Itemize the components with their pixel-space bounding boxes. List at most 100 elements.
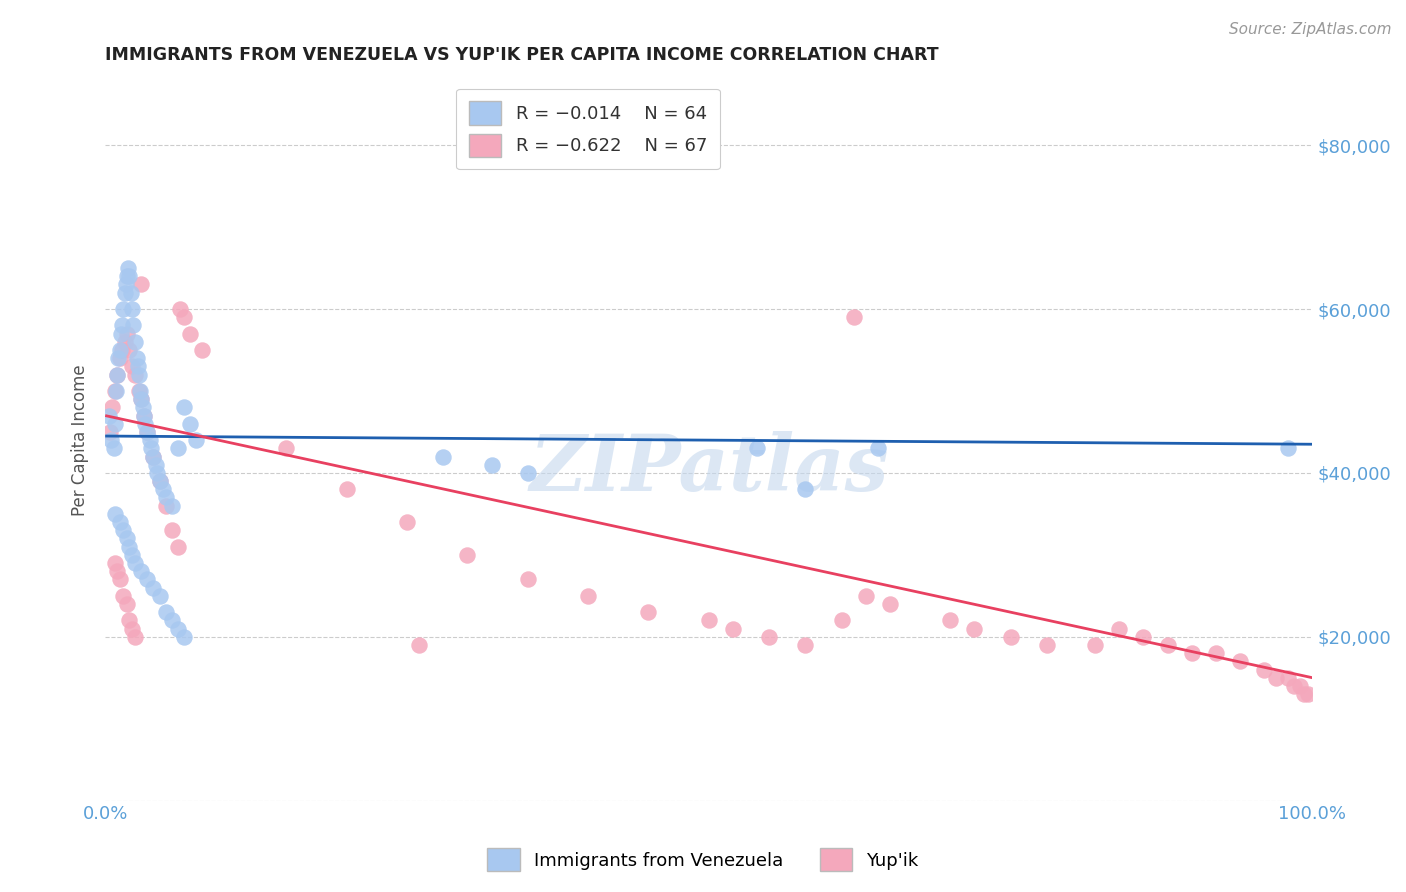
Point [142,450,165,464]
Point [124,556,146,570]
Point [115,269,138,284]
Point [794,483,817,497]
Point [1000,630,1022,644]
Point [831,613,853,627]
Point [115,326,138,341]
Point [576,589,599,603]
Point [105,564,128,578]
Point [148,589,170,603]
Point [173,310,195,325]
Point [1084,638,1107,652]
Point [160,499,183,513]
Point [121,548,143,562]
Point [110,326,132,341]
Point [121,622,143,636]
Point [112,589,135,603]
Point [794,638,817,652]
Point [129,384,152,398]
Point [155,499,177,513]
Point [131,401,153,415]
Point [108,343,131,357]
Point [1229,654,1251,668]
Point [131,277,153,292]
Point [721,622,744,636]
Point [115,597,138,611]
Point [112,301,135,316]
Point [408,638,430,652]
Point [166,622,188,636]
Point [276,442,298,456]
Point [481,458,503,472]
Point [122,318,145,333]
Legend: R = −​0.014    N = 64, R = −​0.622    N = 67: R = −​0.014 N = 64, R = −​0.622 N = 67 [457,88,720,169]
Point [169,301,191,316]
Point [125,351,148,366]
Point [114,277,136,292]
Point [879,597,901,611]
Point [173,630,195,644]
Text: Source: ZipAtlas.com: Source: ZipAtlas.com [1229,22,1392,37]
Point [1284,679,1306,693]
Point [104,556,127,570]
Y-axis label: Per Capita Income: Per Capita Income [72,364,89,516]
Point [166,442,188,456]
Point [1156,638,1178,652]
Point [108,351,131,366]
Point [136,425,159,439]
Point [105,368,128,382]
Point [179,326,201,341]
Point [136,425,159,439]
Point [166,540,188,554]
Point [142,450,165,464]
Point [118,540,141,554]
Point [97,409,120,423]
Point [179,417,201,431]
Point [131,564,153,578]
Point [114,334,136,349]
Point [142,581,165,595]
Point [432,450,454,464]
Point [120,285,142,300]
Legend: Immigrants from Venezuela, Yup'ik: Immigrants from Venezuela, Yup'ik [479,841,927,879]
Point [145,458,167,472]
Point [152,483,174,497]
Point [173,401,195,415]
Point [124,368,146,382]
Point [132,409,155,423]
Point [111,318,134,333]
Point [855,589,877,603]
Point [516,466,538,480]
Point [98,425,121,439]
Point [134,417,156,431]
Point [118,613,141,627]
Point [336,483,359,497]
Point [131,392,153,407]
Point [191,343,214,357]
Point [1296,687,1319,701]
Point [1292,687,1315,701]
Point [1289,679,1312,693]
Point [155,491,177,505]
Point [114,285,136,300]
Point [160,613,183,627]
Point [128,368,150,382]
Point [148,474,170,488]
Point [146,466,169,480]
Point [121,301,143,316]
Point [103,442,125,456]
Point [1205,646,1227,660]
Point [132,409,155,423]
Point [184,433,207,447]
Point [758,630,780,644]
Point [1132,630,1154,644]
Point [1277,442,1299,456]
Point [456,548,478,562]
Point [112,523,135,537]
Point [104,384,127,398]
Point [111,343,134,357]
Point [697,613,720,627]
Point [1265,671,1288,685]
Point [395,515,418,529]
Point [101,401,124,415]
Point [1036,638,1059,652]
